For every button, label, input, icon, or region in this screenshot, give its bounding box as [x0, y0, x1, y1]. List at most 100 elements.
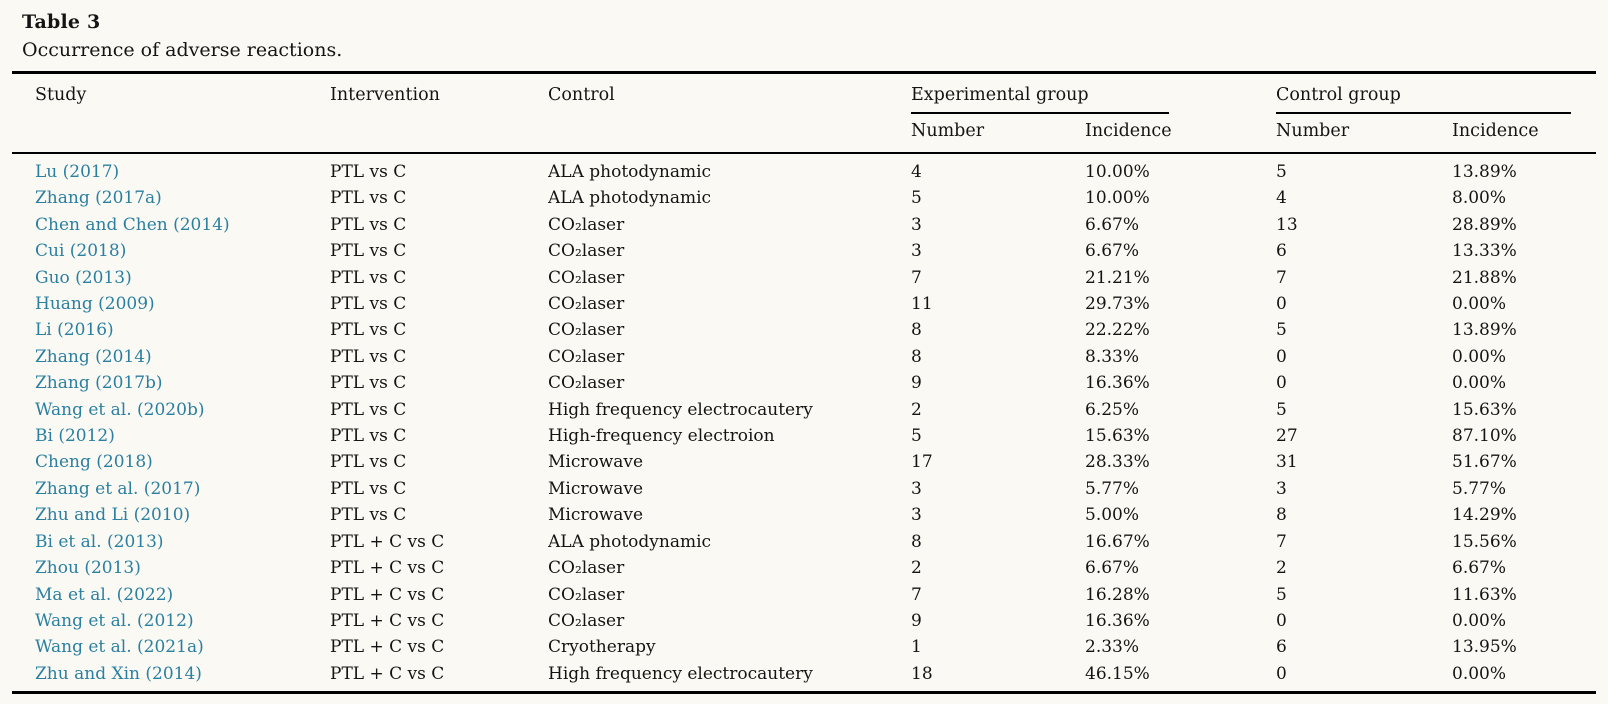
table-caption-block: Table 3 Occurrence of adverse reactions.	[0, 0, 1608, 65]
exp-number-cell: 9	[911, 373, 922, 394]
study-link[interactable]: Huang (2009)	[35, 294, 155, 315]
ctrl-number-cell: 3	[1276, 478, 1287, 499]
ctrl-number-cell: 13	[1276, 214, 1298, 235]
study-link[interactable]: Zhou (2013)	[35, 558, 141, 579]
control-cell: CO₂laser	[548, 241, 625, 262]
control-cell: CO₂laser	[548, 584, 625, 605]
study-link[interactable]: Wang et al. (2020b)	[35, 399, 205, 420]
exp-number-cell: 7	[911, 584, 922, 605]
exp-number-cell: 8	[911, 346, 922, 367]
table-row: Cui (2018) PTL vs C CO₂laser 3 6.67% 6 13.33%	[12, 238, 1596, 264]
study-cell: Zhu and Xin (2014)	[12, 661, 330, 693]
ctrl-incidence-cell: 28.89%	[1452, 214, 1517, 235]
study-link[interactable]: Li (2016)	[35, 320, 114, 341]
table-row: Wang et al. (2021a) PTL + C vs C Cryothera…	[12, 634, 1596, 660]
study-link[interactable]: Ma et al. (2022)	[35, 584, 174, 605]
control-cell: Microwave	[548, 452, 644, 473]
exp-incidence-cell: 6.67%	[1085, 558, 1140, 579]
exp-incidence-cell: 5.77%	[1085, 478, 1140, 499]
control-cell: CO₂laser	[548, 558, 625, 579]
study-cell: Zhu and Li (2010)	[12, 502, 330, 528]
study-link[interactable]: Zhang et al. (2017)	[35, 478, 201, 499]
ctrl-number-cell: 7	[1276, 531, 1287, 552]
table-row: Huang (2009) PTL vs C CO₂laser 11 29.73% 0 0.0…	[12, 291, 1596, 317]
control-cell: ALA photodynamic	[548, 162, 712, 182]
exp-number-cell: 3	[911, 214, 922, 235]
ctrl-incidence-cell: 0.00%	[1452, 663, 1507, 684]
intervention-cell: PTL vs C	[330, 452, 407, 473]
exp-incidence-cell: 6.67%	[1085, 214, 1140, 235]
control-cell: Microwave	[548, 505, 644, 526]
exp-incidence-cell: 16.28%	[1085, 584, 1150, 605]
ctrl-incidence-cell: 6.67%	[1452, 558, 1507, 579]
study-link[interactable]: Wang et al. (2012)	[35, 610, 194, 631]
ctrl-incidence-cell: 21.88%	[1452, 267, 1517, 288]
ctrl-incidence-cell: 13.33%	[1452, 241, 1517, 262]
table-header: Study Intervention Control Experimental …	[12, 73, 1596, 153]
study-link[interactable]: Lu (2017)	[35, 162, 120, 182]
exp-number-cell: 2	[911, 558, 922, 579]
exp-incidence-cell: 15.63%	[1085, 426, 1150, 447]
exp-incidence-cell: 10.00%	[1085, 188, 1150, 209]
exp-incidence-cell: 6.25%	[1085, 399, 1140, 420]
column-group-control: Control group	[1276, 73, 1596, 114]
study-cell: Bi (2012)	[12, 423, 330, 449]
intervention-cell: PTL vs C	[330, 505, 407, 526]
column-header-intervention: Intervention	[330, 85, 440, 105]
table-row: Lu (2017) PTL vs C ALA photodynamic 4 10.00%…	[12, 153, 1596, 185]
column-header-exp-number: Number	[911, 121, 985, 141]
control-cell: ALA photodynamic	[548, 188, 712, 209]
study-link[interactable]: Bi et al. (2013)	[35, 531, 164, 552]
study-link[interactable]: Zhu and Xin (2014)	[35, 663, 202, 684]
intervention-cell: PTL vs C	[330, 162, 407, 182]
control-cell: CO₂laser	[548, 346, 625, 367]
control-cell: High frequency electrocautery	[548, 663, 813, 684]
study-cell: Guo (2013)	[12, 265, 330, 291]
exp-incidence-cell: 8.33%	[1085, 346, 1140, 367]
table-row: Wang et al. (2012) PTL + C vs C CO₂laser 9 1…	[12, 608, 1596, 634]
ctrl-incidence-cell: 8.00%	[1452, 188, 1507, 209]
exp-incidence-cell: 16.36%	[1085, 373, 1150, 394]
study-link[interactable]: Cui (2018)	[35, 241, 127, 262]
study-link[interactable]: Cheng (2018)	[35, 452, 153, 473]
ctrl-number-cell: 4	[1276, 188, 1287, 209]
study-link[interactable]: Zhang (2014)	[35, 346, 152, 367]
ctrl-number-cell: 0	[1276, 610, 1287, 631]
table-row: Bi et al. (2013) PTL + C vs C ALA photodyn…	[12, 529, 1596, 555]
intervention-cell: PTL vs C	[330, 267, 407, 288]
ctrl-number-cell: 0	[1276, 346, 1287, 367]
study-link[interactable]: Zhu and Li (2010)	[35, 505, 191, 526]
exp-number-cell: 9	[911, 610, 922, 631]
ctrl-number-cell: 2	[1276, 558, 1287, 579]
exp-incidence-cell: 5.00%	[1085, 505, 1140, 526]
study-cell: Wang et al. (2021a)	[12, 634, 330, 660]
control-cell: Microwave	[548, 478, 644, 499]
exp-incidence-cell: 29.73%	[1085, 294, 1150, 315]
study-link[interactable]: Guo (2013)	[35, 267, 132, 288]
study-cell: Zhang (2017a)	[12, 185, 330, 211]
ctrl-incidence-cell: 87.10%	[1452, 426, 1517, 447]
table-row: Wang et al. (2020b) PTL vs C High frequenc…	[12, 397, 1596, 423]
study-cell: Zhang (2014)	[12, 344, 330, 370]
ctrl-incidence-cell: 0.00%	[1452, 346, 1507, 367]
study-cell: Zhang et al. (2017)	[12, 476, 330, 502]
study-cell: Li (2016)	[12, 317, 330, 343]
study-link[interactable]: Chen and Chen (2014)	[35, 214, 230, 235]
study-link[interactable]: Wang et al. (2021a)	[35, 637, 204, 658]
control-cell: CO₂laser	[548, 320, 625, 341]
intervention-cell: PTL vs C	[330, 426, 407, 447]
exp-incidence-cell: 6.67%	[1085, 241, 1140, 262]
ctrl-incidence-cell: 13.89%	[1452, 162, 1517, 182]
intervention-cell: PTL + C vs C	[330, 637, 445, 658]
ctrl-incidence-cell: 13.95%	[1452, 637, 1517, 658]
study-cell: Zhang (2017b)	[12, 370, 330, 396]
intervention-cell: PTL + C vs C	[330, 610, 445, 631]
ctrl-number-cell: 8	[1276, 505, 1287, 526]
study-link[interactable]: Zhang (2017b)	[35, 373, 163, 394]
study-link[interactable]: Zhang (2017a)	[35, 188, 162, 209]
table-row: Zhu and Xin (2014) PTL + C vs C High frequ…	[12, 661, 1596, 693]
intervention-cell: PTL vs C	[330, 294, 407, 315]
intervention-cell: PTL + C vs C	[330, 584, 445, 605]
study-link[interactable]: Bi (2012)	[35, 426, 115, 447]
exp-number-cell: 5	[911, 188, 922, 209]
